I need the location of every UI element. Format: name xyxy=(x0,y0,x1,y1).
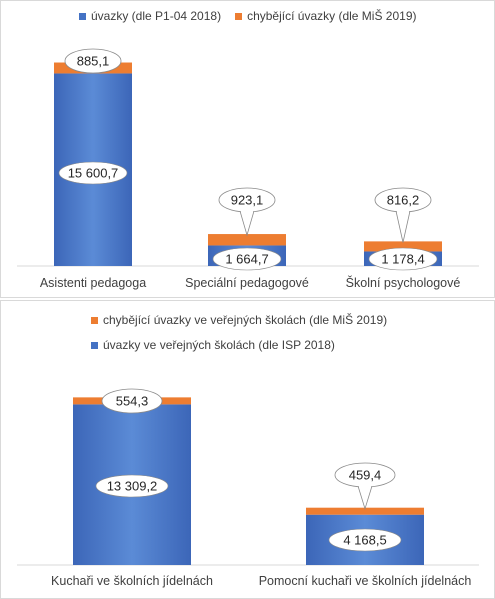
legend-swatch-orange xyxy=(235,12,243,20)
chart-panel-kitchen: chybějící úvazky ve veřejných školách (d… xyxy=(0,300,495,599)
legend: úvazky (dle P1-04 2018) chybějící úvazky… xyxy=(79,9,416,23)
bar-segment-missing xyxy=(364,241,442,252)
callout-tail xyxy=(395,210,411,243)
data-label-bubble xyxy=(212,247,282,271)
category-label: Školní psychologové xyxy=(346,275,461,290)
legend-swatch-orange xyxy=(91,316,98,324)
data-label-existing: 1 178,4 xyxy=(381,252,424,267)
legend-label-series-0: úvazky (dle P1-04 2018) xyxy=(91,9,222,23)
callout-joint xyxy=(359,484,371,488)
category-label: Speciální pedagogové xyxy=(185,276,309,290)
data-label-existing: 13 309,2 xyxy=(107,479,158,494)
legend-row-missing: chybějící úvazky ve veřejných školách (d… xyxy=(91,313,387,327)
legend-row-existing: úvazky ve veřejných školách (dle ISP 201… xyxy=(91,338,335,352)
data-label-existing: 1 664,7 xyxy=(225,252,268,267)
data-label-bubble xyxy=(101,388,163,414)
legend-label-series-1: chybějící úvazky ve veřejných školách (d… xyxy=(103,313,388,327)
category-label: Asistenti pedagoga xyxy=(40,276,146,290)
data-label-missing: 923,1 xyxy=(231,193,264,208)
data-label-bubble xyxy=(95,474,169,498)
legend-label-series-1: chybějící úvazky (dle MiŠ 2019) xyxy=(247,9,417,23)
data-label-existing: 4 168,5 xyxy=(343,533,386,548)
data-label-existing: 15 600,7 xyxy=(68,166,119,181)
data-label-bubble xyxy=(368,247,438,271)
bar-segment-missing xyxy=(306,507,424,515)
category-label: Pomocní kuchaři ve školních jídelnách xyxy=(259,574,472,588)
chart-plot-kitchen: 13 309,2 554,3 Kuchaři ve školních jídelná… xyxy=(17,388,479,588)
legend-swatch-blue xyxy=(79,12,86,20)
chart-panel-staff: úvazky (dle P1-04 2018) chybějící úvazky… xyxy=(0,0,495,298)
data-label-missing: 816,2 xyxy=(387,193,420,208)
data-label-bubble xyxy=(328,528,402,552)
data-label-missing: 459,4 xyxy=(349,468,382,483)
callout-joint xyxy=(397,209,409,213)
legend-label-series-0: úvazky ve veřejných školách (dle ISP 201… xyxy=(103,338,335,352)
data-label-missing: 885,1 xyxy=(77,54,110,69)
legend-swatch-blue xyxy=(91,341,98,349)
data-label-missing: 554,3 xyxy=(116,394,149,409)
category-label: Kuchaři ve školních jídelnách xyxy=(51,574,213,588)
data-label-bubble xyxy=(58,161,128,185)
chart-plot-staff: 15 600,7 885,1 Asistenti pedagoga 1 664,7 92… xyxy=(17,48,479,290)
callout-tail xyxy=(357,485,373,511)
callout-joint xyxy=(241,209,253,213)
callout-tail xyxy=(239,210,255,237)
data-label-bubble xyxy=(64,48,122,74)
bar-segment-missing xyxy=(208,234,286,246)
